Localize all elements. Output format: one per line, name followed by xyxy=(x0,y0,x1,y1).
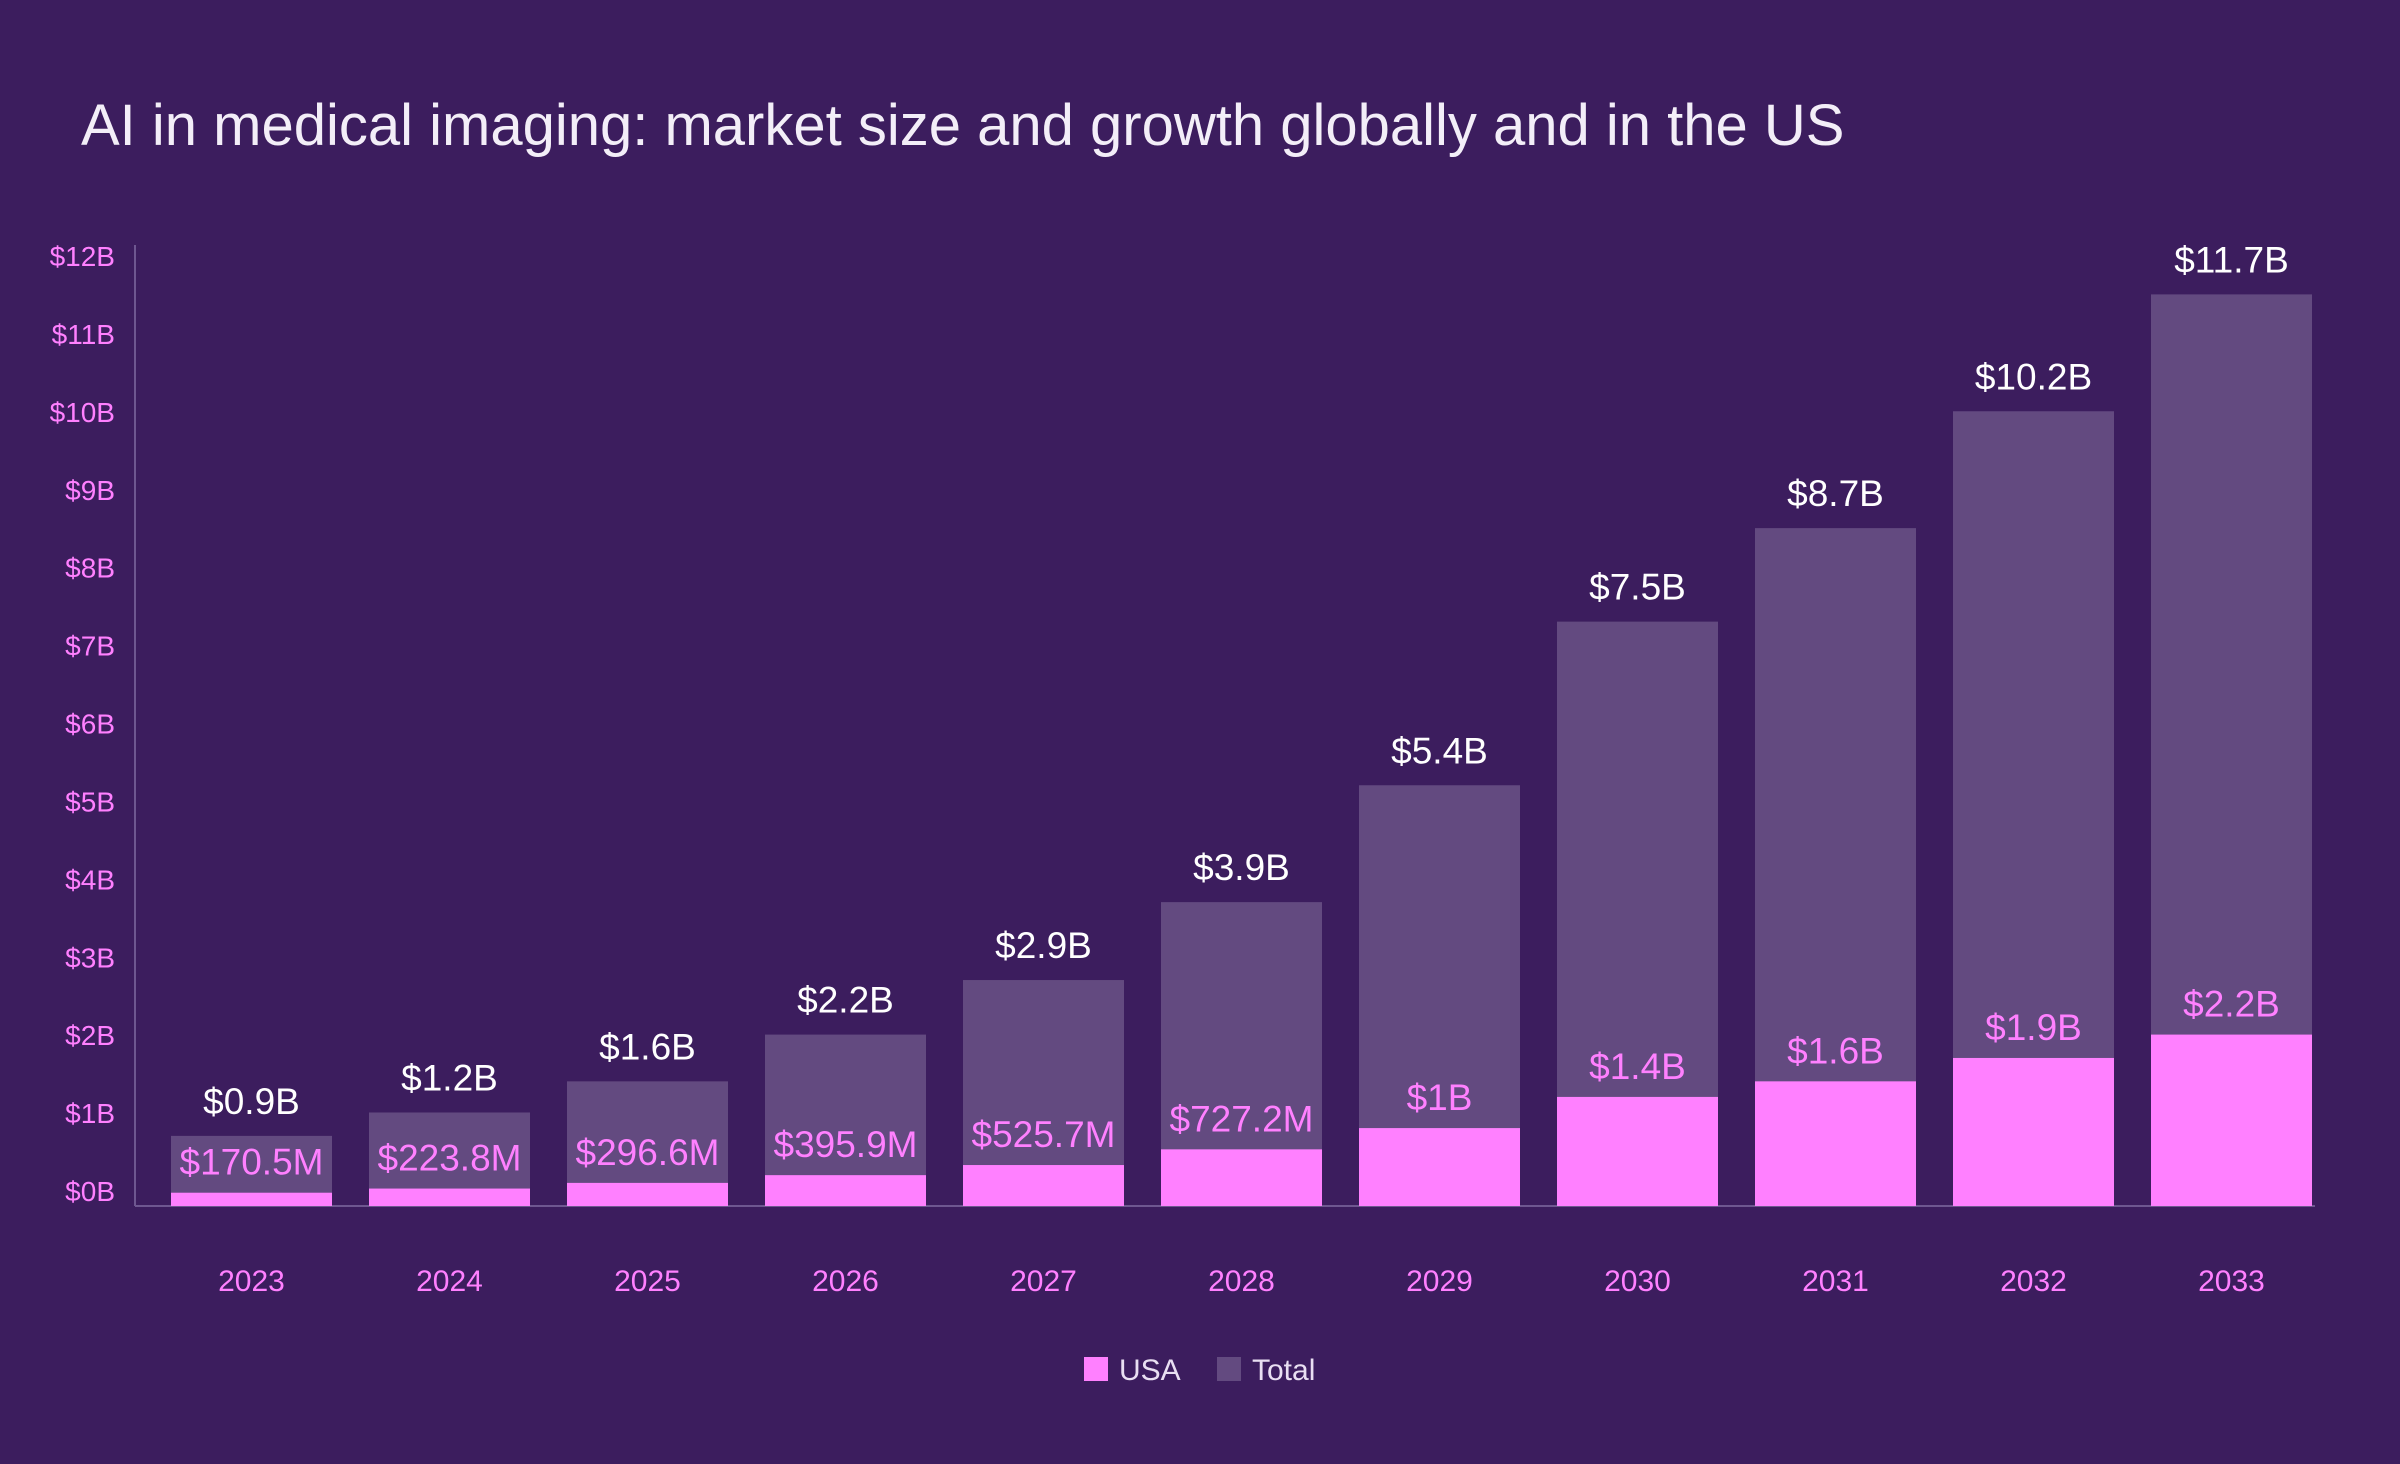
x-tick-label: 2024 xyxy=(416,1265,483,1298)
legend-swatch-usa xyxy=(1084,1357,1108,1381)
total-value-label: $7.5B xyxy=(1589,567,1686,608)
bar-usa-2031 xyxy=(1755,1081,1916,1206)
bar-usa-2025 xyxy=(567,1182,728,1206)
total-value-label: $1.2B xyxy=(401,1058,498,1099)
y-tick-label: $1B xyxy=(65,1098,115,1129)
y-tick-label: $8B xyxy=(65,553,115,584)
total-value-label: $2.9B xyxy=(995,925,1092,966)
y-tick-label: $9B xyxy=(65,475,115,506)
bar-usa-2024 xyxy=(369,1188,530,1206)
total-value-label: $1.6B xyxy=(599,1026,696,1067)
usa-value-label: $1.9B xyxy=(1985,1007,2082,1048)
bar-usa-2029 xyxy=(1359,1128,1520,1206)
usa-value-label: $223.8M xyxy=(378,1138,522,1179)
legend-label-usa: USA xyxy=(1119,1354,1181,1387)
bar-usa-2027 xyxy=(963,1165,1124,1206)
usa-value-label: $1.6B xyxy=(1787,1030,1884,1071)
x-tick-label: 2027 xyxy=(1010,1265,1077,1298)
y-tick-label: $6B xyxy=(65,709,115,740)
usa-value-label: $2.2B xyxy=(2183,984,2280,1025)
usa-value-label: $525.7M xyxy=(972,1114,1116,1155)
bars: $0.9B $170.5M $1.2B $223.8M $1.6B $296.6M $2.2… xyxy=(171,239,2312,1206)
x-tick-label: 2025 xyxy=(614,1265,681,1298)
usa-value-label: $395.9M xyxy=(774,1124,918,1165)
y-tick-label: $10B xyxy=(50,397,115,428)
chart-title: AI in medical imaging: market size and g… xyxy=(81,93,1844,158)
bar-usa-2030 xyxy=(1557,1096,1718,1206)
bar-usa-2033 xyxy=(2151,1034,2312,1206)
x-tick-label: 2033 xyxy=(2198,1265,2265,1298)
y-tick-label: $7B xyxy=(65,631,115,662)
y-tick-label: $5B xyxy=(65,786,115,817)
y-tick-label: $0B xyxy=(65,1176,115,1207)
legend: USA Total xyxy=(1084,1354,1315,1387)
total-value-label: $3.9B xyxy=(1193,847,1290,888)
y-tick-label: $11B xyxy=(52,319,115,350)
total-value-label: $2.2B xyxy=(797,980,894,1021)
bar-usa-2032 xyxy=(1953,1057,2114,1206)
x-tick-label: 2026 xyxy=(812,1265,879,1298)
x-tick-label: 2023 xyxy=(218,1265,285,1298)
x-tick-label: 2028 xyxy=(1208,1265,1275,1298)
y-tick-label: $12B xyxy=(50,241,115,272)
usa-value-label: $1B xyxy=(1407,1077,1473,1118)
bar-usa-2028 xyxy=(1161,1149,1322,1206)
total-value-label: $0.9B xyxy=(203,1081,300,1122)
total-value-label: $10.2B xyxy=(1975,356,2092,397)
x-tick-label: 2032 xyxy=(2000,1265,2067,1298)
usa-value-label: $296.6M xyxy=(576,1132,720,1173)
x-axis: 2023 2024 2025 2026 2027 2028 2029 2030 2031 2032… xyxy=(218,1265,2265,1298)
x-tick-label: 2029 xyxy=(1406,1265,1473,1298)
bar-usa-2023 xyxy=(171,1192,332,1206)
y-tick-label: $4B xyxy=(65,864,115,895)
total-value-label: $11.7B xyxy=(2174,239,2289,280)
y-tick-label: $3B xyxy=(65,942,115,973)
usa-value-label: $170.5M xyxy=(180,1142,324,1183)
bar-usa-2026 xyxy=(765,1175,926,1206)
y-tick-label: $2B xyxy=(65,1020,115,1051)
usa-value-label: $727.2M xyxy=(1170,1098,1314,1139)
total-value-label: $8.7B xyxy=(1787,473,1884,514)
legend-swatch-total xyxy=(1217,1357,1241,1381)
legend-label-total: Total xyxy=(1252,1354,1315,1387)
total-value-label: $5.4B xyxy=(1391,730,1488,771)
x-tick-label: 2031 xyxy=(1802,1265,1869,1298)
usa-value-label: $1.4B xyxy=(1589,1046,1686,1087)
x-tick-label: 2030 xyxy=(1604,1265,1671,1298)
